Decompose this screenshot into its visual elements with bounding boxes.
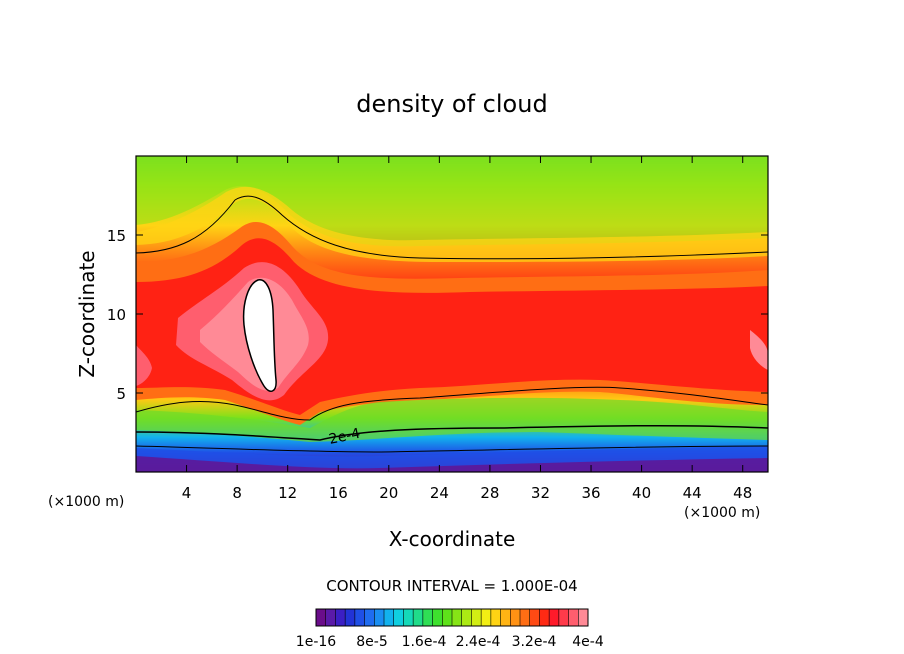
x-tick-label: 20 xyxy=(379,484,398,502)
x-unit-left: (×1000 m) xyxy=(48,494,124,510)
colorbar-swatch xyxy=(393,609,404,626)
contour-line-label: 2e-4 xyxy=(328,426,362,448)
y-tick-label: 10 xyxy=(107,306,126,324)
x-tick-label: 8 xyxy=(232,484,242,502)
colorbar-swatch xyxy=(345,609,356,626)
x-tick-label: 16 xyxy=(329,484,348,502)
colorbar-swatch xyxy=(442,609,453,626)
colorbar-label: 1.6e-4 xyxy=(402,634,447,650)
colorbar-swatch xyxy=(539,609,550,626)
x-tick-label: 28 xyxy=(480,484,499,502)
colorbar-swatch xyxy=(471,609,482,626)
colorbar-label: 3.2e-4 xyxy=(512,634,557,650)
colorbar-swatch xyxy=(403,609,414,626)
colorbar-swatch xyxy=(520,609,531,626)
colorbar-swatch xyxy=(374,609,385,626)
colorbar-swatch xyxy=(364,609,375,626)
x-unit-right: (×1000 m) xyxy=(684,505,760,521)
colorbar-swatch xyxy=(384,609,395,626)
colorbar-swatch xyxy=(490,609,502,626)
colorbar-swatch xyxy=(549,609,560,626)
colorbar xyxy=(315,608,589,627)
x-tick-label: 48 xyxy=(733,484,752,502)
colorbar-swatch xyxy=(354,609,366,626)
colorbar-swatch xyxy=(500,609,511,626)
x-tick-label: 32 xyxy=(531,484,550,502)
colorbar-swatch xyxy=(325,609,336,626)
y-axis-label: Z-coordinate xyxy=(75,250,99,377)
colorbar-swatch xyxy=(413,609,424,626)
colorbar-label: 2.4e-4 xyxy=(456,634,501,650)
colorbar-swatch xyxy=(335,609,346,626)
colorbar-swatch xyxy=(461,609,472,626)
y-axis-ticks: 5 10 15 xyxy=(107,227,768,403)
contour-interval: CONTOUR INTERVAL = 1.000E-04 xyxy=(326,577,577,595)
chart-title: density of cloud xyxy=(356,90,547,118)
x-axis-ticks: 4 8 12 16 20 24 28 32 36 40 44 48 xyxy=(182,156,752,502)
colorbar-label: 1e-16 xyxy=(296,634,336,650)
x-tick-label: 4 xyxy=(182,484,192,502)
colorbar-swatch xyxy=(510,609,521,626)
contour-field xyxy=(136,156,768,472)
colorbar-swatch xyxy=(568,609,579,626)
y-tick-label: 15 xyxy=(107,227,126,245)
colorbar-swatch xyxy=(558,609,570,626)
x-axis-label: X-coordinate xyxy=(389,527,516,551)
colorbar-swatch xyxy=(578,609,589,626)
colorbar-labels: 1e-16 8e-5 1.6e-4 2.4e-4 3.2e-4 4e-4 xyxy=(296,634,604,650)
colorbar-swatch xyxy=(432,609,443,626)
y-tick-label: 5 xyxy=(116,385,126,403)
x-tick-label: 44 xyxy=(683,484,702,502)
x-tick-label: 40 xyxy=(632,484,651,502)
colorbar-swatch xyxy=(316,609,327,626)
colorbar-swatch xyxy=(481,609,492,626)
colorbar-swatch xyxy=(529,609,540,626)
x-tick-label: 36 xyxy=(581,484,600,502)
colorbar-swatch xyxy=(422,609,434,626)
colorbar-swatch xyxy=(452,609,463,626)
colorbar-label: 4e-4 xyxy=(572,634,604,650)
x-tick-label: 12 xyxy=(278,484,297,502)
x-tick-label: 24 xyxy=(430,484,449,502)
colorbar-label: 8e-5 xyxy=(356,634,387,650)
